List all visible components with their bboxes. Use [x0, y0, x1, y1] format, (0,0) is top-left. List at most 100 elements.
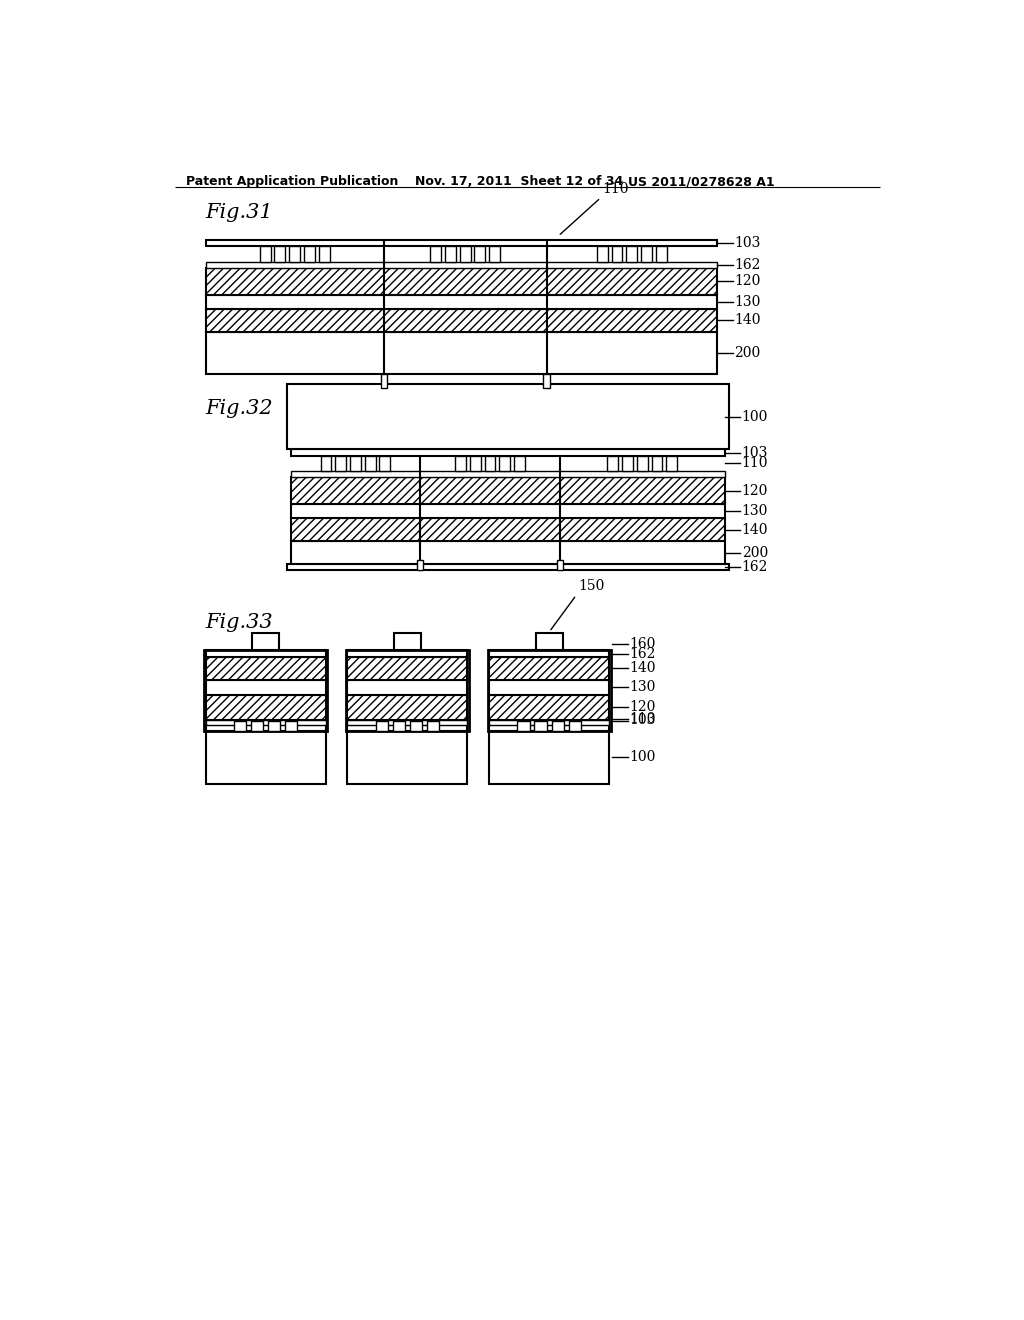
Bar [206, 240, 717, 246]
Bar [365, 455, 376, 471]
Bar [535, 721, 547, 731]
Bar [291, 478, 725, 504]
Bar [557, 561, 563, 570]
Bar [233, 721, 246, 731]
Bar [206, 731, 326, 784]
Bar [206, 309, 717, 331]
Text: 100: 100 [741, 409, 768, 424]
Bar [291, 517, 725, 541]
Bar [445, 246, 456, 261]
Bar [206, 719, 326, 725]
Text: 162: 162 [734, 257, 761, 272]
Bar [380, 455, 390, 471]
Bar [487, 651, 611, 731]
Bar [291, 504, 725, 517]
Text: 110: 110 [741, 457, 768, 470]
Bar [291, 471, 725, 478]
Text: 130: 130 [734, 294, 761, 309]
Text: 110: 110 [630, 713, 656, 726]
Text: 140: 140 [741, 523, 768, 536]
Text: Fig.32: Fig.32 [206, 399, 273, 417]
Text: 200: 200 [741, 545, 768, 560]
Bar [489, 731, 609, 784]
Bar [470, 455, 480, 471]
Bar [381, 374, 387, 388]
Bar [347, 731, 467, 784]
Bar [489, 719, 609, 725]
Bar [489, 246, 500, 261]
Bar [394, 634, 421, 651]
Bar [536, 634, 563, 651]
Text: Patent Application Publication: Patent Application Publication [186, 176, 398, 189]
Bar [489, 696, 609, 719]
Text: Nov. 17, 2011  Sheet 12 of 34: Nov. 17, 2011 Sheet 12 of 34 [415, 176, 623, 189]
Bar [347, 680, 467, 696]
Bar [392, 721, 406, 731]
Bar [318, 246, 330, 261]
Bar [627, 246, 637, 261]
Bar [346, 651, 469, 731]
Bar [204, 651, 328, 731]
Bar [347, 719, 467, 725]
Bar [252, 634, 280, 651]
Bar [291, 541, 725, 564]
Bar [500, 455, 510, 471]
Text: 150: 150 [578, 578, 604, 593]
Text: 162: 162 [630, 647, 655, 660]
Bar [641, 246, 652, 261]
Text: 103: 103 [630, 714, 655, 727]
Bar [655, 246, 667, 261]
Bar [607, 455, 618, 471]
Text: 130: 130 [630, 680, 655, 694]
Text: Fig.31: Fig.31 [206, 203, 273, 222]
Bar [474, 246, 485, 261]
Bar [430, 246, 441, 261]
Text: 162: 162 [741, 560, 768, 574]
Bar [206, 294, 717, 309]
Text: 200: 200 [734, 346, 760, 360]
Bar [206, 696, 326, 719]
Bar [517, 721, 529, 731]
Bar [622, 455, 633, 471]
Bar [651, 455, 663, 471]
Bar [552, 721, 564, 731]
Bar [206, 651, 326, 656]
Bar [274, 246, 286, 261]
Text: US 2011/0278628 A1: US 2011/0278628 A1 [628, 176, 774, 189]
Bar [410, 721, 422, 731]
Bar [291, 450, 725, 455]
Bar [289, 246, 300, 261]
Bar [206, 725, 326, 731]
Bar [667, 455, 677, 471]
Text: 120: 120 [734, 275, 761, 288]
Bar [206, 680, 326, 696]
Bar [489, 651, 609, 656]
Bar [376, 721, 388, 731]
Bar [206, 268, 717, 294]
Bar [206, 331, 717, 374]
Text: 103: 103 [741, 446, 768, 459]
Bar [321, 455, 332, 471]
Text: 100: 100 [630, 751, 655, 764]
Text: Fig.33: Fig.33 [206, 612, 273, 632]
Bar [489, 680, 609, 696]
Bar [347, 725, 467, 731]
Bar [304, 246, 314, 261]
Bar [251, 721, 263, 731]
Bar [460, 246, 471, 261]
Bar [637, 455, 647, 471]
Bar [489, 656, 609, 680]
Bar [455, 455, 466, 471]
Text: 120: 120 [630, 701, 655, 714]
Bar [489, 725, 609, 731]
Bar [285, 721, 297, 731]
Text: 110: 110 [602, 182, 629, 197]
Bar [417, 561, 423, 570]
Text: 140: 140 [734, 313, 761, 327]
Bar [287, 564, 729, 570]
Text: 140: 140 [630, 661, 656, 675]
Bar [544, 374, 550, 388]
Bar [206, 656, 326, 680]
Text: 103: 103 [734, 236, 761, 249]
Bar [484, 455, 496, 471]
